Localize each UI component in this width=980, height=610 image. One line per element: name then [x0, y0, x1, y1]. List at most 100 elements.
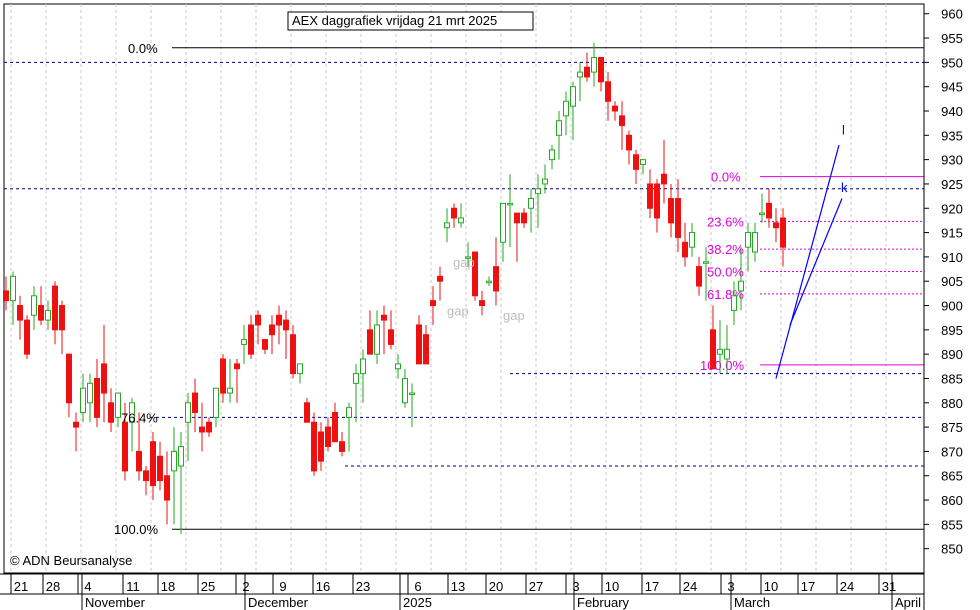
candle-body [143, 470, 149, 482]
candle-body [507, 202, 513, 206]
candle-body [479, 300, 485, 307]
candle-body [325, 426, 331, 448]
y-tick-label: 895 [941, 323, 963, 338]
x-tick-label: 10 [764, 579, 778, 594]
y-tick-label: 875 [941, 420, 963, 435]
candle-body [542, 178, 548, 185]
y-tick-label: 865 [941, 469, 963, 484]
copyright: © ADN Beursanalyse [10, 553, 132, 568]
candle-body [318, 431, 324, 462]
y-tick-label: 910 [941, 250, 963, 265]
candle-body [556, 120, 562, 136]
candle-body [549, 149, 555, 161]
trend-lines: lk [775, 122, 848, 379]
y-tick-label: 915 [941, 226, 963, 241]
x-tick-label: 11 [126, 579, 140, 594]
candle-body [668, 198, 674, 224]
candle-body [472, 251, 478, 297]
candle-body [38, 305, 44, 321]
y-tick-label: 920 [941, 201, 963, 216]
y-tick-label: 945 [941, 80, 963, 95]
y-tick-label: 950 [941, 55, 963, 70]
x-tick-label: 17 [801, 579, 815, 594]
candle-body [563, 100, 569, 117]
month-label: March [734, 595, 770, 610]
candle-body [73, 421, 79, 428]
x-tick-label: 31 [882, 579, 896, 594]
candle-body [45, 309, 51, 321]
candle-body [584, 66, 590, 78]
candle-body [402, 377, 408, 404]
candle-body [157, 455, 163, 482]
candle-body [24, 319, 30, 355]
x-tick-label: 6 [414, 579, 421, 594]
candle-body [192, 392, 198, 414]
x-tick-label: 9 [279, 579, 286, 594]
candle-body [654, 183, 660, 219]
candle-body [486, 280, 492, 284]
candle-body [388, 329, 394, 345]
candle-body [458, 217, 464, 224]
y-tick-label: 885 [941, 371, 963, 386]
candle-body [353, 373, 359, 384]
x-tick-label: 23 [356, 579, 370, 594]
candle-body [346, 407, 352, 418]
candle-body [115, 392, 121, 418]
candle-body [633, 154, 639, 170]
candle-body [780, 217, 786, 248]
y-tick-label: 900 [941, 299, 963, 314]
y-tick-label: 905 [941, 274, 963, 289]
candle-body [682, 241, 688, 258]
candle-body [290, 334, 296, 375]
y-tick-label: 925 [941, 177, 963, 192]
candle-body [59, 305, 65, 331]
trend-line-upper [775, 144, 840, 379]
x-tick-label: 10 [605, 579, 619, 594]
y-tick-label: 860 [941, 493, 963, 508]
candle-body [178, 446, 184, 467]
candle-body [136, 450, 142, 472]
candle-body [339, 441, 345, 452]
candle-body [437, 275, 443, 282]
candle-body [304, 402, 310, 423]
candle-body [276, 314, 282, 326]
candle-body [703, 261, 709, 264]
candle-body [591, 56, 597, 73]
candle-body [619, 115, 625, 127]
candle-body [395, 363, 401, 370]
x-tick-label: 16 [316, 579, 330, 594]
chart-title: AEX daggrafiek vrijdag 21 mrt 2025 [292, 13, 497, 28]
candle-body [129, 402, 135, 423]
candle-body [297, 363, 303, 375]
y-tick-label: 890 [941, 347, 963, 362]
candle-body [171, 450, 177, 472]
candle-body [66, 353, 72, 404]
candle-body [724, 348, 730, 360]
x-axis: 2128411182529162361320273101724310172431… [0, 573, 924, 610]
candle-body [766, 202, 772, 219]
candles [3, 42, 786, 535]
y-tick-label: 855 [941, 517, 963, 532]
candle-body [409, 392, 415, 396]
month-label: November [85, 595, 146, 610]
candle-body [80, 387, 86, 414]
candle-body [164, 475, 170, 501]
candle-body [773, 222, 779, 229]
x-tick-label: 4 [84, 579, 91, 594]
candle-body [31, 295, 37, 316]
candle-body [535, 188, 541, 195]
candle-body [738, 280, 744, 292]
candle-body [745, 232, 751, 248]
fib-left-label: 0.0% [128, 41, 158, 56]
candle-body [759, 212, 765, 216]
candle-body [206, 421, 212, 433]
x-tick-label: 13 [451, 579, 465, 594]
title-box [287, 11, 534, 31]
candle-body [10, 275, 16, 302]
month-label: December [248, 595, 309, 610]
candle-body [570, 86, 576, 107]
candle-body [696, 266, 702, 287]
fib-left-label: 76.4% [121, 410, 158, 425]
candle-body [493, 266, 499, 292]
candle-body [220, 358, 226, 394]
